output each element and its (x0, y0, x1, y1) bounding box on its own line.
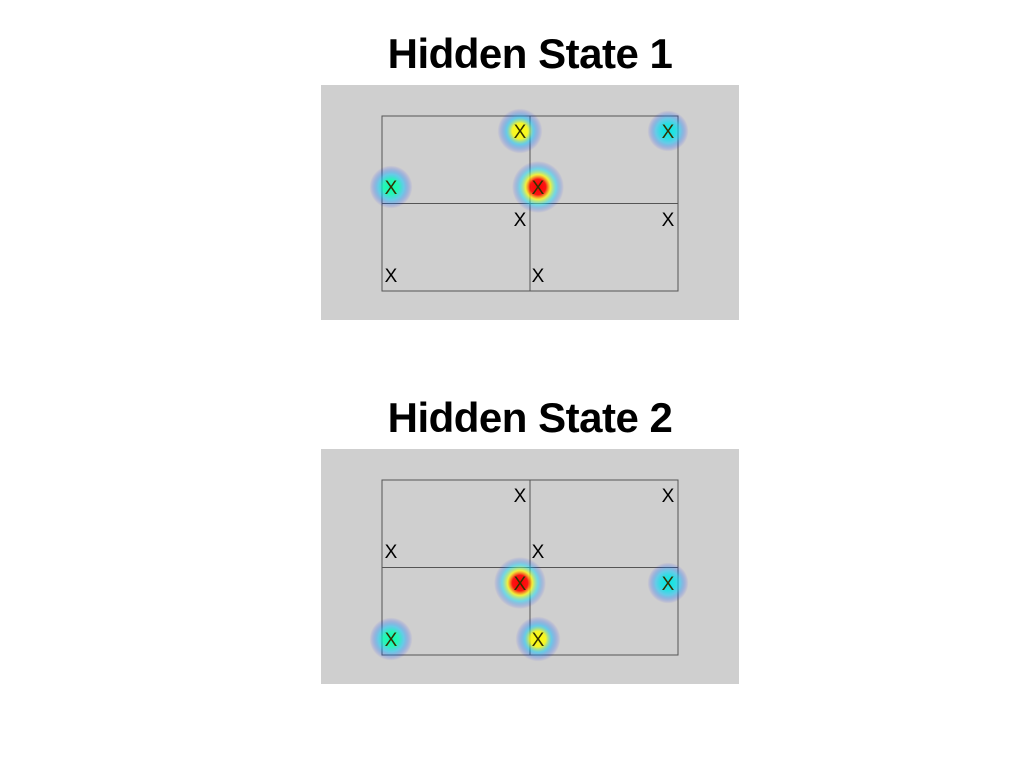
marker-label: X (385, 266, 398, 287)
heat-blob (369, 617, 413, 661)
panel-1-heatmap: X XX XX XX X (369, 108, 689, 292)
heat-blob (515, 616, 561, 662)
heat-blob (494, 557, 546, 609)
marker-label: X (385, 178, 398, 199)
heat-blob (497, 108, 543, 154)
marker-label: X (385, 630, 398, 651)
marker-label: X (514, 574, 527, 595)
marker-label: X (662, 122, 675, 143)
marker-label: X (514, 210, 527, 231)
marker-label: X (532, 178, 545, 199)
marker-label: X (514, 486, 527, 507)
marker-label: X (662, 574, 675, 595)
marker-label: X (532, 630, 545, 651)
panel-2-title: Hidden State 2 (387, 394, 673, 441)
marker-label: X (532, 266, 545, 287)
heat-blob (369, 165, 413, 209)
marker-label: X (662, 486, 675, 507)
marker-label: X (514, 122, 527, 143)
heat-blob (647, 110, 689, 152)
panel-2-heatmap: X XX XX XX X (369, 479, 689, 662)
marker-label: X (385, 542, 398, 563)
marker-label: X (532, 542, 545, 563)
heat-blob (512, 161, 564, 213)
panel-1-title: Hidden State 1 (387, 30, 673, 77)
heat-blob (647, 562, 689, 604)
marker-label: X (662, 210, 675, 231)
